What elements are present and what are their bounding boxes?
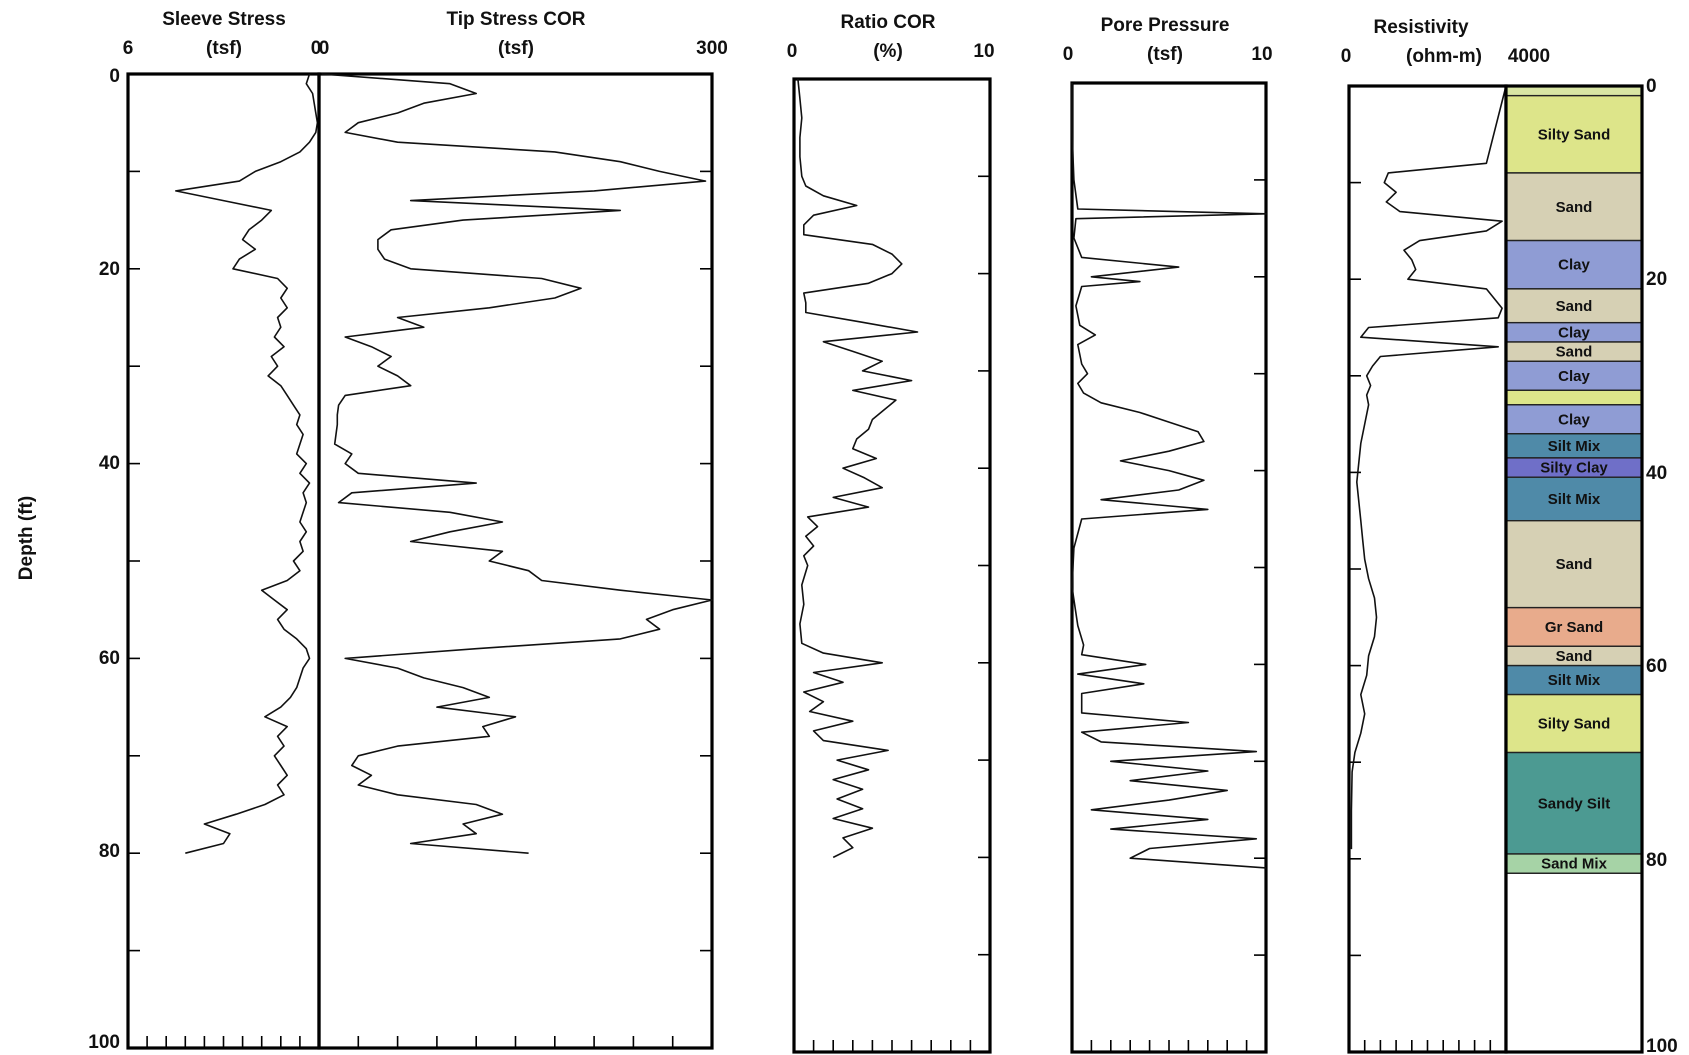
panel-sleeve-header: Sleeve Stress (tsf) 6 0 (123, 9, 322, 59)
panel-sleeve-title: Sleeve Stress (162, 9, 286, 30)
pore-series-line (1071, 83, 1267, 869)
soil-layer-label-19: Sand Mix (1541, 856, 1608, 873)
ratio-frame (792, 77, 992, 1054)
right-depth-tick-40: 40 (1646, 463, 1667, 484)
panel-res-header: Resistivity (ohm-m) 0 4000 (1341, 17, 1550, 67)
right-depth-tick-100: 100 (1646, 1036, 1678, 1055)
right-depth-tick-0: 0 (1646, 76, 1657, 97)
panel-tip-xtick-min: 0 (319, 38, 330, 59)
panel-res-title: Resistivity (1373, 17, 1468, 38)
soil-layer-12 (1505, 476, 1643, 522)
left-depth-tick-20: 20 (99, 259, 120, 280)
soil-layer-14 (1505, 606, 1643, 647)
soil-layer-2 (1505, 172, 1643, 242)
soil-layer-label-11: Silty Clay (1540, 460, 1608, 477)
left-depth-tick-0: 0 (109, 66, 120, 87)
soil-layer-label-14: Gr Sand (1545, 619, 1603, 636)
panel-sleeve-stress (126, 72, 321, 1050)
panel-res-xtick-min: 0 (1341, 46, 1352, 67)
panel-pore-title: Pore Pressure (1101, 15, 1230, 36)
panel-tip-unit: (tsf) (498, 38, 534, 59)
soil-layer-1 (1505, 94, 1643, 174)
panel-pore-pressure (1070, 81, 1268, 1054)
tip-series-line (321, 73, 713, 854)
right-depth-tick-80: 80 (1646, 850, 1667, 871)
soil-layer-label-18: Sandy Silt (1538, 795, 1611, 812)
sleeve-frame (126, 72, 321, 1050)
left-depth-tick-labels: 0 20 40 60 80 100 (88, 66, 120, 1053)
panel-pore-xtick-min: 0 (1063, 44, 1074, 65)
panel-pore-header: Pore Pressure (tsf) 0 10 (1063, 15, 1273, 65)
soil-layer-label-15: Sand (1556, 648, 1593, 665)
soil-layer-label-12: Silt Mix (1548, 491, 1601, 508)
soil-layer-label-17: Silty Sand (1538, 716, 1611, 733)
right-depth-tick-labels: 0 20 40 60 80 100 (1646, 76, 1678, 1055)
soil-layer-8 (1505, 389, 1643, 406)
pore-frame (1070, 81, 1268, 1054)
soil-layer-label-16: Silt Mix (1548, 672, 1601, 689)
panel-ratio-unit: (%) (873, 41, 903, 62)
panel-ratio-xtick-min: 0 (787, 41, 798, 62)
soil-layer-9 (1505, 404, 1643, 435)
soil-layer-label-6: Sand (1556, 344, 1593, 361)
soil-layer-label-5: Clay (1558, 324, 1590, 341)
soil-layer-label-7: Clay (1558, 368, 1590, 385)
soil-layer-3 (1505, 239, 1643, 290)
panel-resistivity (1347, 84, 1508, 1054)
right-depth-tick-20: 20 (1646, 269, 1667, 290)
panel-ratio-xtick-max: 10 (973, 41, 994, 62)
panel-sleeve-xtick-max: 0 (311, 38, 322, 59)
left-depth-tick-100: 100 (88, 1032, 120, 1053)
panel-pore-unit: (tsf) (1147, 44, 1183, 65)
panel-tip-title: Tip Stress COR (446, 9, 585, 30)
res-series-line (1350, 85, 1507, 850)
panel-tip-header: Tip Stress COR (tsf) 0 300 (319, 9, 728, 59)
soil-layer-13 (1505, 520, 1643, 609)
soil-layer-label-1: Silty Sand (1538, 126, 1611, 143)
y-axis-label: Depth (ft) (16, 496, 37, 580)
left-depth-tick-80: 80 (99, 841, 120, 862)
right-depth-tick-60: 60 (1646, 656, 1667, 677)
tip-frame (317, 72, 714, 1050)
panel-ratio-header: Ratio COR (%) 0 10 (787, 12, 995, 62)
panel-pore-xtick-max: 10 (1251, 44, 1272, 65)
panel-tip-stress (317, 72, 714, 1050)
panel-res-unit: (ohm-m) (1406, 46, 1482, 67)
panel-ratio-title: Ratio COR (841, 12, 936, 33)
soil-layer-label-3: Clay (1558, 257, 1590, 274)
sleeve-series-line (175, 73, 319, 854)
panel-sleeve-xtick-min: 6 (123, 38, 134, 59)
soil-layer-7 (1505, 360, 1643, 391)
soil-layer-16 (1505, 664, 1643, 696)
soil-layer-20 (1505, 872, 1643, 1053)
panel-tip-xtick-max: 300 (696, 38, 728, 59)
panel-sleeve-unit: (tsf) (206, 38, 242, 59)
left-depth-tick-40: 40 (99, 453, 120, 474)
panel-soil-column: Silty Sand Sand Clay Sand Clay Sand Clay Clay Si… (1504, 84, 1644, 1054)
soil-column-frame (1504, 84, 1644, 1054)
soil-layer-label-4: Sand (1556, 298, 1593, 315)
soil-layer-label-13: Sand (1556, 556, 1593, 573)
soil-layer-label-10: Silt Mix (1548, 438, 1601, 455)
panel-res-xtick-max: 4000 (1508, 46, 1550, 67)
panel-ratio-cor (792, 77, 992, 1054)
ratio-series-line (797, 78, 919, 859)
left-depth-tick-60: 60 (99, 648, 120, 669)
soil-layer-label-9: Clay (1558, 411, 1590, 428)
soil-layer-label-2: Sand (1556, 199, 1593, 216)
